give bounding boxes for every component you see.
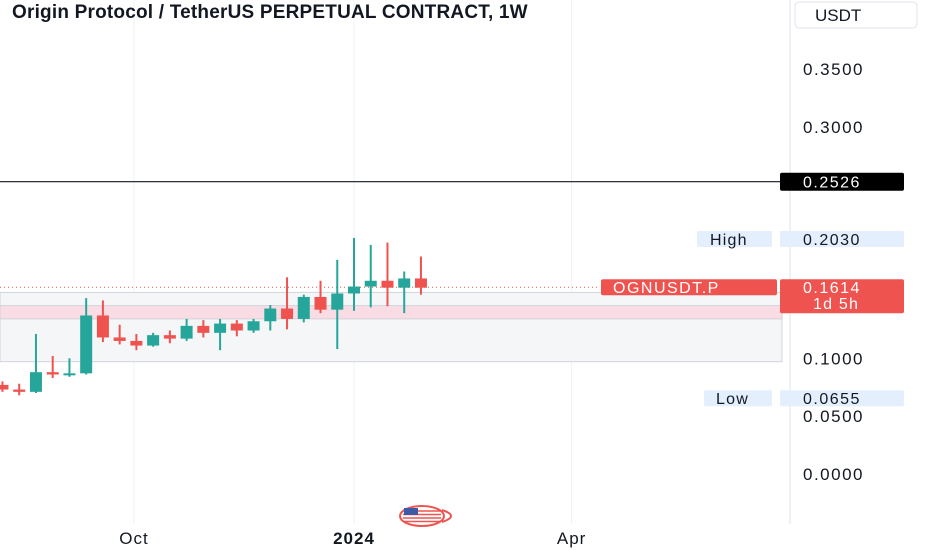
us-flag-logo-part xyxy=(441,509,452,523)
low-label-tag xyxy=(704,390,772,407)
candle-body xyxy=(163,335,176,339)
price-tick-label: 0.3500 xyxy=(803,60,864,79)
zone-rectangle xyxy=(0,305,783,320)
candle-body xyxy=(63,373,76,376)
candle-body xyxy=(264,308,277,322)
price-tick-label: 0.0500 xyxy=(803,407,864,426)
price-tick-label: 0.0000 xyxy=(803,465,864,484)
symbol-tag xyxy=(601,279,777,296)
candle-body xyxy=(113,337,126,341)
high-label-text: High xyxy=(710,232,748,249)
time-tick-label: Apr xyxy=(557,529,586,548)
candle-body xyxy=(214,323,227,333)
candle-body xyxy=(297,296,310,319)
candle-body xyxy=(414,278,427,288)
chart-title: Origin Protocol / TetherUS PERPETUAL CON… xyxy=(12,2,528,23)
candle-body xyxy=(180,325,193,339)
candle-body xyxy=(29,372,42,392)
candle-body xyxy=(247,321,260,331)
currency-label: USDT xyxy=(815,6,861,25)
countdown-text: 1d 5h xyxy=(813,296,859,313)
candle-body xyxy=(0,384,9,390)
candle-body xyxy=(46,372,59,375)
last-price-tag xyxy=(780,279,904,314)
price-tick-label: 0.3000 xyxy=(803,118,864,137)
candle-body xyxy=(331,293,344,310)
candle-body xyxy=(381,280,394,288)
candle-body xyxy=(130,340,143,346)
last-price-value: 0.1614 xyxy=(803,280,861,297)
candle-body xyxy=(197,325,210,333)
low-label-text: Low xyxy=(716,391,749,408)
zone-rectangle xyxy=(0,291,783,363)
candle-body xyxy=(281,308,294,319)
candle-body xyxy=(147,335,160,346)
level-price-value: 0.2526 xyxy=(803,175,861,192)
candle-body xyxy=(314,296,327,310)
candle-body xyxy=(348,286,360,294)
symbol-tag-text: OGNUSDT.P xyxy=(613,280,720,297)
us-flag-logo-icon xyxy=(399,505,452,527)
currency-selector[interactable] xyxy=(794,1,918,29)
candle-body xyxy=(230,323,243,331)
time-tick-label: 2024 xyxy=(333,529,375,548)
time-tick-label: Oct xyxy=(119,529,148,548)
high-value-text: 0.2030 xyxy=(803,232,861,249)
low-value-text: 0.0655 xyxy=(803,391,861,408)
candle-body xyxy=(398,278,411,288)
candle-body xyxy=(96,315,109,338)
low-value-tag xyxy=(780,390,904,407)
price-tick-label: 0.1000 xyxy=(803,349,864,368)
candle-body xyxy=(364,280,377,287)
candle-body xyxy=(13,389,26,392)
us-flag-logo-part xyxy=(404,508,418,515)
high-label-tag xyxy=(697,231,772,247)
high-value-tag xyxy=(780,231,904,247)
level-price-tag xyxy=(780,172,904,191)
candle-body xyxy=(80,315,93,374)
